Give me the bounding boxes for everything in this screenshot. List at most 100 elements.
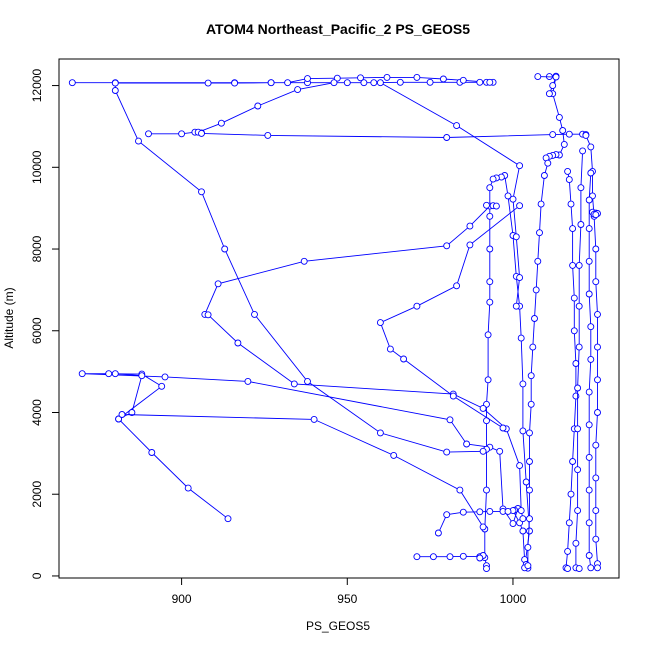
y-tick-label: 4000 [30,399,44,426]
data-point [592,245,600,253]
data-point [532,286,540,294]
series-line [565,171,577,570]
data-point [564,547,572,555]
series-line [537,76,557,94]
data-point [466,222,474,230]
data-point [443,448,451,456]
data-point [161,373,169,381]
data-point [446,553,454,561]
data-point [376,429,384,437]
data-point [396,78,404,86]
data-point [572,360,580,367]
data-point [158,382,166,390]
data-point [524,562,532,570]
data-point [310,415,318,423]
data-point [565,519,573,527]
data-point [585,486,593,494]
data-point [148,449,156,456]
data-point [483,565,490,573]
data-point [184,484,192,492]
y-tick-label: 2000 [30,481,44,508]
series-layer [68,72,601,573]
data-point [587,355,595,363]
data-point [579,147,587,155]
data-point [483,201,490,209]
data-point [555,113,563,121]
data-point [569,261,577,269]
data-point [526,527,533,535]
data-point [484,376,492,384]
series-line [204,204,497,315]
data-point [343,79,351,87]
data-point [509,195,517,203]
data-point [383,73,391,81]
data-point [178,130,186,138]
data-point [516,274,524,282]
data-point [592,211,600,219]
data-point [504,192,512,200]
data-point [446,416,454,424]
data-point [516,462,524,470]
data-point [267,79,275,87]
data-point [453,122,461,130]
data-point [456,486,464,494]
data-point [549,131,557,139]
data-point [413,302,421,310]
data-point [198,129,205,137]
data-point [479,447,487,455]
data-point [569,458,577,465]
data-point [198,188,205,196]
series-6 [201,201,500,318]
data-point [519,427,527,435]
data-point [572,539,580,547]
series-3 [434,507,512,537]
y-tick-label: 6000 [30,317,44,344]
series-line [201,132,586,138]
series-1 [78,172,533,573]
data-point [459,76,467,84]
data-point [569,225,577,233]
x-axis-label: PS_GEOS5 [306,619,370,633]
data-point [594,409,601,416]
data-point [476,508,484,516]
y-tick-label: 10000 [30,150,44,184]
data-point [582,131,590,139]
x-tick-label: 950 [337,592,357,606]
data-point [105,370,113,378]
series-8 [118,411,487,531]
data-point [429,553,437,561]
data-point [585,290,593,298]
data-point [512,302,520,310]
data-point [244,377,252,385]
series-line [207,314,524,519]
data-point [118,411,126,418]
data-point [360,79,368,87]
series-11 [376,79,524,310]
data-point [390,451,398,459]
data-point [463,440,471,448]
data-point [370,79,378,87]
data-point [516,162,524,170]
data-point [537,200,545,208]
data-point [575,302,583,310]
series-12 [376,202,524,432]
series-14 [534,73,560,98]
data-point [466,241,474,249]
data-point [552,73,560,81]
data-point [492,202,500,210]
data-point [486,78,494,86]
data-point [519,527,527,535]
data-point [570,327,578,335]
series-7 [204,311,527,523]
data-point [111,370,119,378]
data-point [294,86,302,94]
series-16 [572,147,587,573]
data-point [479,523,487,531]
data-point [496,447,504,455]
data-point [486,278,494,286]
data-point [592,474,600,482]
data-point [526,429,533,437]
data-point [489,175,497,183]
data-point [574,466,582,474]
data-point [560,140,568,148]
